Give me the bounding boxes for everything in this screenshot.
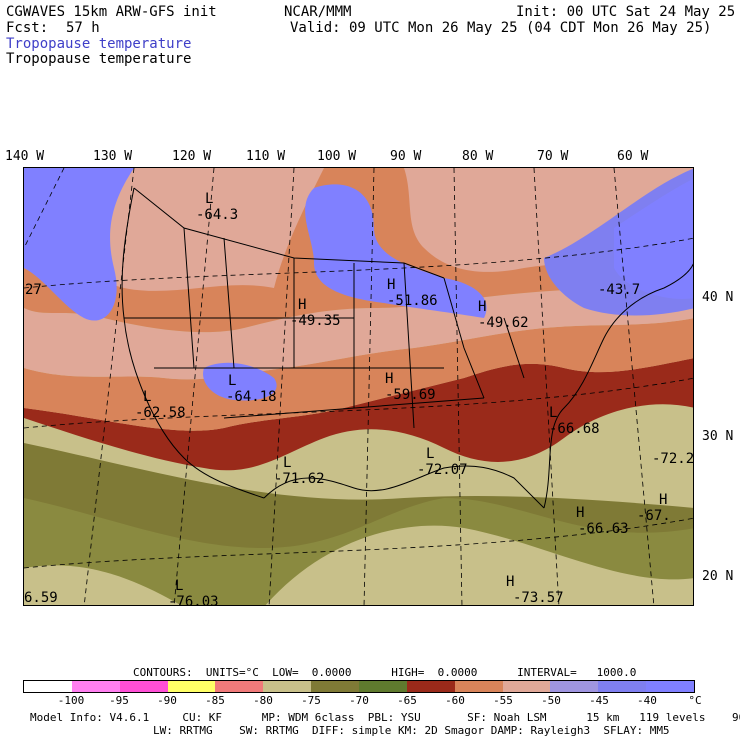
map-annotation-value: -43.7 xyxy=(598,282,641,298)
contours-info: CONTOURS: UNITS=°C LOW= 0.0000 HIGH= 0.0… xyxy=(133,666,637,679)
graticule-lines xyxy=(24,168,693,605)
lat-label: 40 N xyxy=(702,290,734,305)
lat-label: 20 N xyxy=(702,569,734,584)
map-annotation-value: -66.68 xyxy=(549,421,600,437)
color-legend xyxy=(23,680,695,693)
legend-swatch xyxy=(359,681,407,692)
map-annotation-value: -49.62 xyxy=(478,315,529,331)
legend-swatch xyxy=(24,681,72,692)
fcst-value: 57 h xyxy=(66,20,100,36)
valid-time: Valid: 09 UTC Mon 26 May 25 (04 CDT Mon … xyxy=(290,20,712,36)
legend-swatch xyxy=(598,681,647,692)
boundary-lines xyxy=(121,187,693,509)
field-title-plain: Tropopause temperature xyxy=(6,51,192,67)
map-annotation-value: -72.07 xyxy=(417,462,468,478)
map-annotation-value: -62.58 xyxy=(135,405,186,421)
legend-ticks: -100 -95 -90 -85 -80 -75 -70 -65 -60 -55 -50 -45 -40… xyxy=(23,694,702,708)
field-title-colored: Tropopause temperature xyxy=(6,36,192,52)
legend-swatch xyxy=(406,681,455,692)
lon-label: 140 W xyxy=(5,149,45,164)
map-annotation-value: -71.62 xyxy=(274,471,325,487)
map-annotation-marker: L xyxy=(228,373,237,389)
map-annotation-value: -73.57 xyxy=(513,590,564,606)
lon-label: 80 W xyxy=(462,149,494,164)
map-annotation-marker: L xyxy=(426,446,435,462)
map-annotation-value: -64.3 xyxy=(196,207,239,223)
legend-swatch xyxy=(263,681,312,692)
lon-label: 100 W xyxy=(317,149,357,164)
map-annotation-value: -51.86 xyxy=(387,293,438,309)
tropopause-temperature-map xyxy=(23,167,694,606)
model-info-line1: Model Info: V4.6.1 CU: KF MP: WDM 6class… xyxy=(30,711,740,724)
map-annotation-marker: H xyxy=(478,299,487,315)
map-annotation-marker: H xyxy=(385,371,394,387)
legend-tick-label: -80 xyxy=(253,694,273,707)
legend-tick-label: -70 xyxy=(349,694,369,707)
lon-label: 120 W xyxy=(172,149,212,164)
legend-swatch xyxy=(454,681,503,692)
map-annotation-value: -49.35 xyxy=(290,313,341,329)
model-info-line2: LW: RRTMG SW: RRTMG DIFF: simple KM: 2D … xyxy=(153,724,670,737)
map-annotation-marker: H xyxy=(576,505,585,521)
map-annotation-marker: L xyxy=(205,191,214,207)
init-time: Init: 00 UTC Sat 24 May 25 xyxy=(516,4,736,20)
lon-label: 70 W xyxy=(537,149,569,164)
legend-tick-label: -65 xyxy=(397,694,417,707)
map-annotation-value: 27 xyxy=(25,282,42,298)
legend-tick-label: °C xyxy=(688,694,702,707)
map-annotation-marker: L xyxy=(283,455,292,471)
map-annotation-value: -76.03 xyxy=(168,594,219,610)
legend-tick-label: -60 xyxy=(445,694,465,707)
legend-tick-label: -100 xyxy=(57,694,85,707)
map-annotation-marker: H xyxy=(659,492,668,508)
legend-swatch xyxy=(550,681,599,692)
legend-tick-label: -45 xyxy=(589,694,609,707)
legend-tick-label: -75 xyxy=(301,694,321,707)
legend-swatch xyxy=(646,681,695,692)
map-annotation-marker: L xyxy=(549,405,558,421)
lon-label: 110 W xyxy=(246,149,286,164)
map-annotation-value: -67. xyxy=(637,508,671,524)
map-annotation-value: -59.69 xyxy=(385,387,436,403)
map-annotation-value: -66.63 xyxy=(578,521,629,537)
legend-swatch xyxy=(311,681,360,692)
legend-swatch xyxy=(167,681,216,692)
map-annotation-marker: L xyxy=(143,389,152,405)
legend-tick-label: -85 xyxy=(205,694,225,707)
legend-tick-label: -40 xyxy=(637,694,657,707)
legend-tick-label: -55 xyxy=(493,694,513,707)
map-annotation-value: -72.2 xyxy=(652,451,695,467)
map-annotation-marker: L xyxy=(175,578,184,594)
lat-label: 30 N xyxy=(702,429,734,444)
map-annotation-marker: H xyxy=(506,574,515,590)
fcst-label: Fcst: xyxy=(6,20,49,36)
map-annotation-marker: H xyxy=(387,277,396,293)
legend-swatch xyxy=(71,681,120,692)
legend-tick-label: -90 xyxy=(157,694,177,707)
legend-tick-label: -50 xyxy=(541,694,561,707)
map-annotation-value: 6.59 xyxy=(24,590,58,606)
lon-label: 90 W xyxy=(390,149,422,164)
map-annotation-value: -64.18 xyxy=(226,389,277,405)
legend-swatch xyxy=(119,681,168,692)
source-label: NCAR/MMM xyxy=(284,4,352,20)
lon-label: 130 W xyxy=(93,149,133,164)
legend-swatch xyxy=(502,681,551,692)
lon-label: 60 W xyxy=(617,149,649,164)
legend-tick-label: -95 xyxy=(109,694,129,707)
legend-swatch xyxy=(215,681,264,692)
map-canvas xyxy=(24,168,693,605)
map-annotation-marker: H xyxy=(298,297,307,313)
model-title: CGWAVES 15km ARW-GFS init xyxy=(6,4,217,20)
